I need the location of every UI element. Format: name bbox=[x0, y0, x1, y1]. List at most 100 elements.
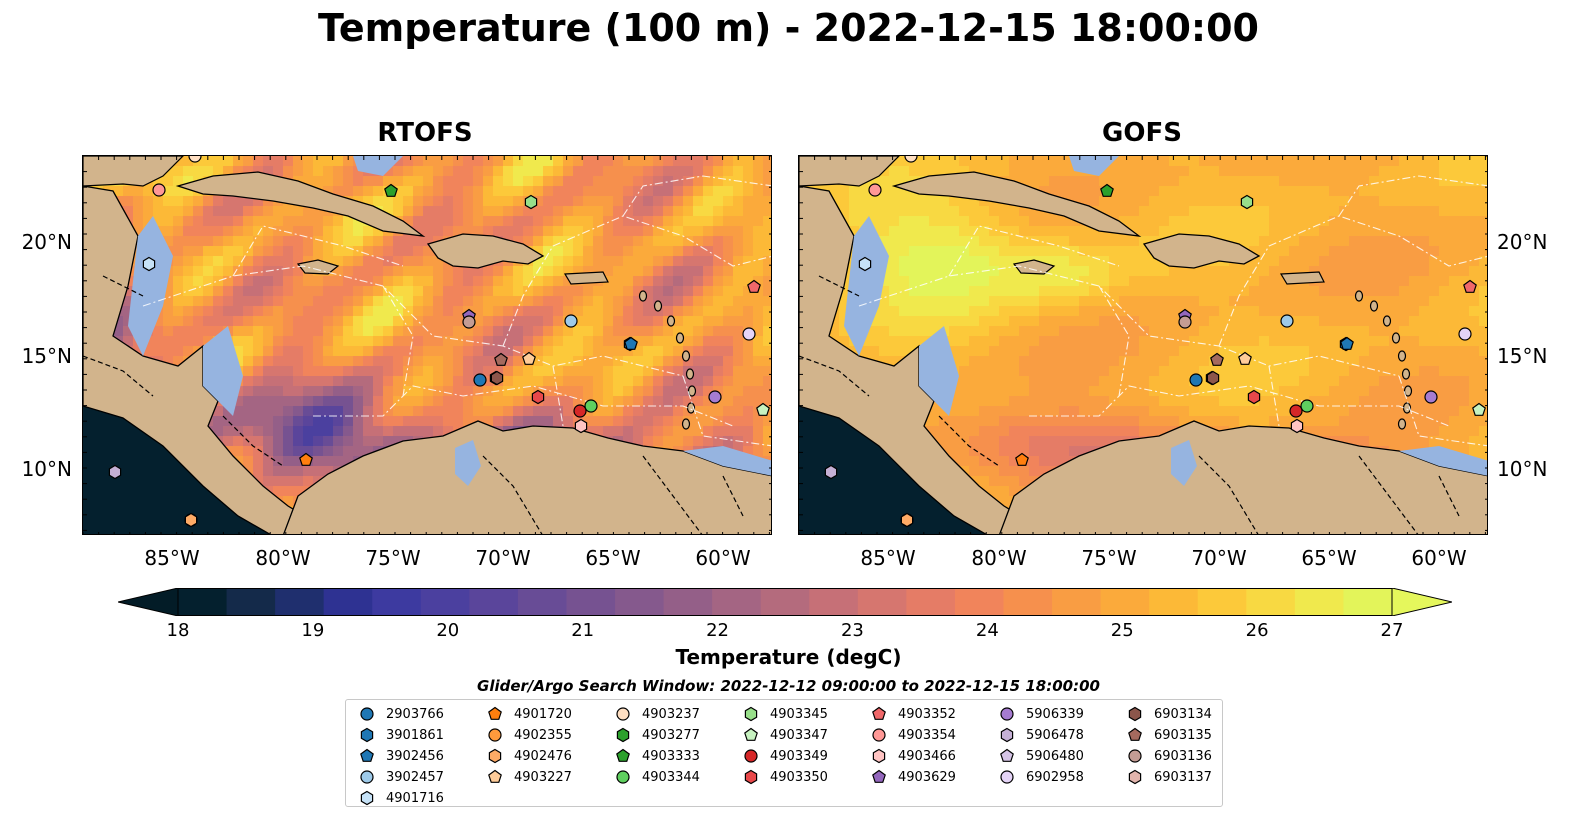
legend-item-label: 5906478 bbox=[1026, 727, 1084, 743]
legend-item: 6903136 bbox=[1126, 746, 1212, 766]
colorbar-tick-label: 24 bbox=[975, 620, 999, 641]
legend-item-label: 4903237 bbox=[642, 706, 700, 722]
colorbar-segment bbox=[760, 588, 810, 616]
legend-item: 5906480 bbox=[998, 746, 1084, 766]
legend-item-label: 4903350 bbox=[770, 769, 828, 785]
float-marker-4903345 bbox=[524, 194, 538, 210]
legend-item: 4903352 bbox=[870, 704, 956, 724]
hexagon-icon bbox=[1000, 727, 1014, 743]
colorbar-segment bbox=[275, 588, 325, 616]
legend-item: 6903135 bbox=[1126, 725, 1212, 745]
pacific-ocean bbox=[83, 406, 270, 534]
float-marker-4903349 bbox=[1289, 404, 1303, 418]
float-marker-4903344 bbox=[1300, 399, 1314, 413]
map-rtofs[interactable] bbox=[82, 155, 772, 535]
pentagon-icon bbox=[616, 748, 630, 762]
legend-item: 4903466 bbox=[870, 746, 956, 766]
legend-item-label: 4903277 bbox=[642, 727, 700, 743]
lon-label-65w-right: 65°W bbox=[1301, 546, 1357, 570]
float-marker-6902958 bbox=[742, 327, 756, 341]
circle-icon bbox=[616, 770, 630, 784]
colorbar-segment bbox=[663, 588, 713, 616]
legend-item: 6903137 bbox=[1126, 767, 1212, 787]
yucatan-land bbox=[83, 156, 184, 187]
eez-boundaries bbox=[858, 175, 1487, 447]
legend-item-label: 4903227 bbox=[514, 769, 572, 785]
map-gofs[interactable] bbox=[798, 155, 1488, 535]
hispaniola-land bbox=[1142, 233, 1261, 269]
pacific-ocean bbox=[799, 406, 986, 534]
pentagon-icon bbox=[1000, 748, 1014, 762]
colorbar-segment bbox=[1343, 588, 1393, 616]
lon-label-85w-right: 85°W bbox=[860, 546, 916, 570]
lon-label-60w: 60°W bbox=[695, 546, 751, 570]
jamaica-land bbox=[296, 259, 340, 275]
legend-item-label: 3901861 bbox=[386, 727, 444, 743]
lon-label-85w: 85°W bbox=[144, 546, 200, 570]
antilles-island bbox=[1369, 300, 1379, 312]
legend-item: 6903134 bbox=[1126, 704, 1212, 724]
float-marker-4903347 bbox=[1472, 402, 1486, 416]
antilles-island bbox=[1397, 418, 1407, 430]
bahamas-shelf bbox=[1069, 156, 1119, 176]
antilles-island bbox=[681, 418, 691, 430]
colorbar-tick-label: 18 bbox=[166, 620, 190, 641]
float-marker-4903344 bbox=[584, 399, 598, 413]
colorbar-segment bbox=[615, 588, 665, 616]
float-marker-4901720 bbox=[1015, 452, 1029, 466]
antilles-island bbox=[1397, 350, 1407, 362]
hexagon-icon bbox=[488, 748, 502, 764]
legend-item-label: 4903333 bbox=[642, 748, 700, 764]
legend-item-label: 6903136 bbox=[1154, 748, 1212, 764]
antilles-island bbox=[1401, 368, 1411, 380]
float-marker-4903227 bbox=[522, 351, 536, 365]
pentagon-icon bbox=[1128, 727, 1142, 741]
float-marker-4903466 bbox=[574, 418, 588, 434]
lat-label-10n: 10°N bbox=[21, 457, 72, 481]
panel-title-rtofs: RTOFS bbox=[377, 118, 473, 148]
legend-item: 5906478 bbox=[998, 725, 1084, 745]
legend-item-label: 5906339 bbox=[1026, 706, 1084, 722]
colorbar-segment bbox=[954, 588, 1005, 616]
central-america-land bbox=[83, 185, 323, 534]
float-marker-5906339 bbox=[1424, 390, 1438, 404]
circle-icon bbox=[1000, 707, 1014, 721]
nicaragua-shelf bbox=[203, 326, 243, 416]
float-marker-4903333 bbox=[384, 183, 398, 197]
float-marker-4902476 bbox=[900, 512, 914, 528]
legend-item-label: 4903344 bbox=[642, 769, 700, 785]
colorbar bbox=[117, 587, 1453, 617]
circle-icon bbox=[616, 707, 630, 721]
float-marker-6903134 bbox=[490, 370, 504, 386]
legend-title: Glider/Argo Search Window: 2022-12-12 09… bbox=[477, 677, 1100, 695]
float-marker-4903352 bbox=[1463, 279, 1477, 293]
central-america-land bbox=[799, 185, 1039, 534]
lon-label-70w-right: 70°W bbox=[1191, 546, 1247, 570]
colorbar-segment bbox=[712, 588, 762, 616]
legend-item: 4903349 bbox=[742, 746, 828, 766]
hexagon-icon bbox=[616, 727, 630, 743]
legend-item-label: 6903134 bbox=[1154, 706, 1212, 722]
legend-item-label: 3902456 bbox=[386, 748, 444, 764]
legend-item-label: 4903345 bbox=[770, 706, 828, 722]
float-marker-4903345 bbox=[1240, 194, 1254, 210]
legend-item: 4903344 bbox=[614, 767, 700, 787]
yucatan-shelf bbox=[128, 216, 173, 356]
figure-title: Temperature (100 m) - 2022-12-15 18:00:0… bbox=[317, 6, 1259, 50]
antilles-island bbox=[675, 332, 685, 344]
float-marker-4903350 bbox=[531, 389, 545, 405]
lake-maracaibo bbox=[1171, 440, 1197, 486]
lon-label-75w: 75°W bbox=[365, 546, 421, 570]
circle-icon bbox=[1128, 749, 1142, 763]
jamaica-land bbox=[1012, 259, 1056, 275]
legend-item: 5906339 bbox=[998, 704, 1084, 724]
legend-item-label: 6903137 bbox=[1154, 769, 1212, 785]
legend-item-label: 4903352 bbox=[898, 706, 956, 722]
antilles-island bbox=[1354, 290, 1364, 302]
float-marker-4903354 bbox=[152, 183, 166, 197]
lon-label-60w-right: 60°W bbox=[1411, 546, 1467, 570]
colorbar-segment bbox=[566, 588, 616, 616]
antilles-island bbox=[685, 368, 695, 380]
legend-item: 4903227 bbox=[486, 767, 572, 787]
lat-label-20n: 20°N bbox=[21, 230, 72, 254]
